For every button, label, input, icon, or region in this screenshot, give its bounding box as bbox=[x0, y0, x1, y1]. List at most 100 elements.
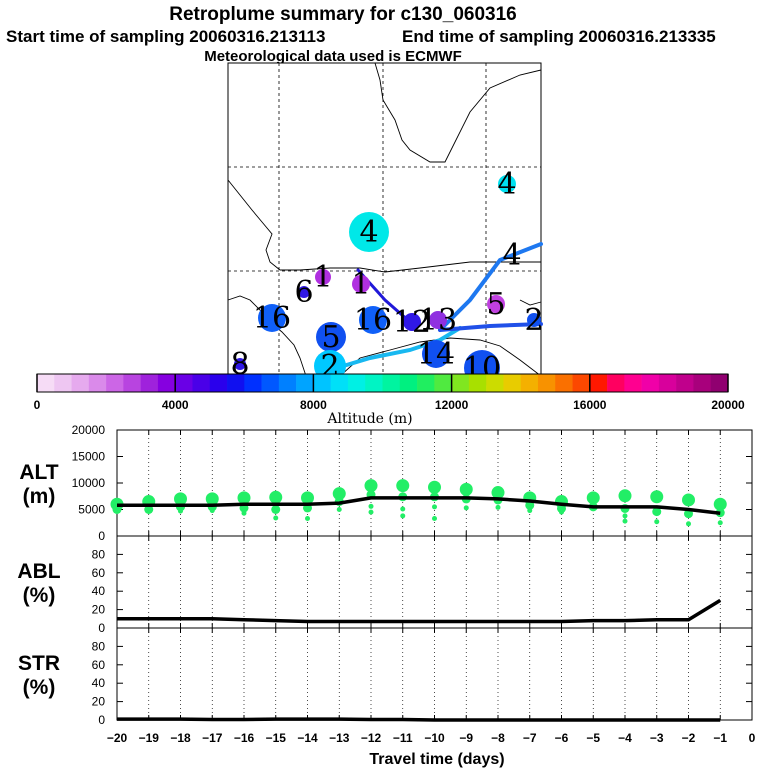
colorbar-cell bbox=[589, 374, 608, 392]
altitude-point bbox=[178, 508, 183, 514]
map-marker-label: 4 bbox=[502, 238, 521, 273]
colorbar-cell bbox=[365, 374, 383, 392]
y-tick-label: 20 bbox=[92, 695, 106, 709]
colorbar-cell bbox=[607, 374, 625, 392]
altitude-point bbox=[241, 510, 247, 516]
y-tick-label: 80 bbox=[92, 547, 106, 561]
colorbar-cell bbox=[106, 374, 124, 392]
map-marker-label: 1 bbox=[351, 267, 370, 302]
altitude-point bbox=[144, 505, 154, 514]
altitude-point bbox=[491, 486, 505, 500]
time-series-panels: 05000100001500020000ALT(m)020406080ABL(%… bbox=[17, 423, 755, 768]
altitude-colorbar: 0 4000 8000 12000 16000 20000 Altitude (m) bbox=[34, 373, 745, 427]
y-tick-label: 0 bbox=[98, 529, 105, 543]
y-tick-label: 80 bbox=[92, 639, 106, 653]
y-tick-label: 20 bbox=[92, 603, 106, 617]
altitude-point bbox=[586, 491, 600, 505]
y-tick-label: 0 bbox=[98, 621, 105, 635]
colorbar-cell bbox=[676, 374, 694, 392]
series-line-abl bbox=[117, 598, 722, 624]
colorbar-cell bbox=[417, 374, 435, 392]
colorbar-cell bbox=[451, 374, 470, 392]
series-line-str bbox=[117, 717, 721, 722]
colorbar-cell bbox=[710, 374, 729, 392]
map-marker: 16 bbox=[253, 301, 291, 336]
x-tick-label: −6 bbox=[555, 731, 569, 745]
x-tick-label: −4 bbox=[618, 731, 632, 745]
trajectory-mid bbox=[438, 242, 543, 332]
series-line-alt bbox=[117, 496, 721, 515]
map-marker-dot bbox=[298, 286, 310, 298]
altitude-point bbox=[112, 505, 122, 514]
trajectories bbox=[328, 242, 543, 372]
colorbar-cell bbox=[71, 374, 90, 392]
y-tick-label: 15000 bbox=[72, 450, 106, 464]
altitude-point bbox=[400, 513, 406, 519]
colorbar-cell bbox=[140, 374, 159, 392]
x-tick-label: −13 bbox=[329, 731, 350, 745]
x-tick-label: −15 bbox=[266, 731, 287, 745]
altitude-point bbox=[237, 491, 251, 505]
altitude-point bbox=[495, 504, 501, 510]
map-marker-label: 5 bbox=[486, 287, 505, 322]
map-marker-dot bbox=[403, 313, 421, 331]
altitude-point bbox=[209, 508, 215, 514]
x-tick-label: −8 bbox=[491, 731, 505, 745]
colorbar-cell bbox=[227, 374, 245, 392]
map-marker-label: 4 bbox=[497, 167, 516, 202]
map-marker-label: 8 bbox=[230, 347, 249, 382]
x-tick-label: −16 bbox=[234, 731, 255, 745]
map-marker: 6 bbox=[294, 275, 313, 310]
colorbar-cell bbox=[244, 374, 262, 392]
map-marker: 5 bbox=[486, 287, 505, 322]
altitude-point bbox=[654, 519, 660, 525]
map-marker-label: 4 bbox=[359, 215, 378, 250]
map-marker: 13 bbox=[419, 303, 457, 338]
x-tick-label: −19 bbox=[139, 731, 160, 745]
y-tick-label: 20000 bbox=[72, 423, 106, 437]
x-tick-label: −17 bbox=[202, 731, 223, 745]
start-time-label: Start time of sampling 20060316.213113 bbox=[6, 27, 325, 46]
colorbar-cell bbox=[503, 374, 521, 392]
colorbar-cell bbox=[278, 374, 297, 392]
map-marker: 2 bbox=[524, 303, 543, 338]
x-tick-label: −18 bbox=[170, 731, 191, 745]
colorbar-tick-label: 20000 bbox=[711, 398, 745, 412]
x-tick-label: −7 bbox=[523, 731, 537, 745]
x-axis-label: Travel time (days) bbox=[369, 751, 504, 768]
colorbar-tick-label: 0 bbox=[34, 398, 41, 412]
altitude-point bbox=[269, 490, 283, 504]
altitude-point bbox=[559, 509, 564, 515]
map-marker: 12 bbox=[393, 305, 431, 340]
y-tick-label: 0 bbox=[98, 713, 105, 727]
colorbar-label: Altitude (m) bbox=[326, 411, 412, 427]
altitude-point bbox=[525, 500, 535, 510]
map-marker-dot bbox=[422, 340, 450, 368]
x-tick-label: −3 bbox=[650, 731, 664, 745]
colorbar-cell bbox=[123, 374, 141, 392]
colorbar-tick-label: 8000 bbox=[300, 398, 327, 412]
x-tick-label: −9 bbox=[459, 731, 473, 745]
map-marker: 1 bbox=[313, 260, 332, 295]
y-tick-label: 60 bbox=[92, 658, 106, 672]
colorbar-cell bbox=[175, 374, 193, 392]
panel-title: STR bbox=[18, 652, 60, 675]
altitude-point bbox=[336, 507, 342, 512]
panel-unit: (%) bbox=[23, 676, 56, 699]
end-time-label: End time of sampling 20060316.213335 bbox=[402, 27, 716, 46]
map-marker: 1 bbox=[351, 267, 370, 302]
map-marker-dot bbox=[487, 295, 505, 313]
y-tick-label: 5000 bbox=[78, 503, 105, 517]
map-marker-dot bbox=[315, 269, 331, 285]
x-tick-label: −2 bbox=[682, 731, 696, 745]
colorbar-cell bbox=[54, 374, 72, 392]
map-marker-dot bbox=[349, 212, 389, 252]
map-marker: 5 bbox=[316, 320, 346, 355]
colorbar-cell bbox=[88, 374, 107, 392]
colorbar-cell bbox=[537, 374, 556, 392]
trajectory-light bbox=[328, 326, 462, 372]
map-marker-label: 14 bbox=[417, 337, 455, 372]
map-marker-dot bbox=[429, 311, 447, 329]
